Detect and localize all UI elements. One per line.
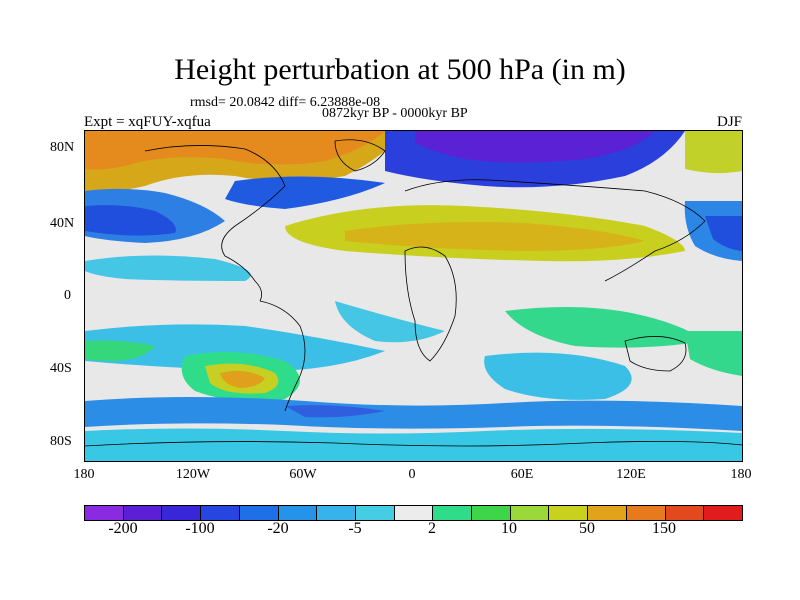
colorbar-segment — [201, 506, 240, 520]
colorbar-label: -20 — [267, 520, 289, 537]
colorbar-segment — [433, 506, 473, 520]
colorbar-segment — [588, 506, 627, 520]
colorbar-label: 2 — [428, 520, 436, 537]
lat-tick-80s: 80S — [50, 434, 72, 449]
lon-tick-60e: 60E — [510, 467, 534, 482]
experiment-label: Expt = xqFUY-xqfua — [84, 114, 211, 130]
colorbar-segment — [85, 506, 124, 520]
colorbar-label: -100 — [185, 520, 215, 537]
colorbar-segment — [549, 506, 589, 520]
colorbar-label: 150 — [652, 520, 676, 537]
lat-tick-40s: 40S — [50, 361, 72, 376]
colorbar-segment — [317, 506, 356, 520]
lat-tick-80n: 80N — [50, 140, 75, 155]
colorbar-segment — [510, 506, 550, 520]
lon-tick-60w: 60W — [289, 467, 317, 482]
colorbar-label: -5 — [348, 520, 362, 537]
colorbar-segment — [665, 506, 705, 520]
colorbar-segment — [123, 506, 163, 520]
colorbar-label: 50 — [579, 520, 595, 537]
period-label: 0872kyr BP - 0000kyr BP — [322, 106, 468, 121]
colorbar-segment — [704, 506, 742, 520]
colorbar-segment — [239, 506, 279, 520]
colorbar-segment — [394, 506, 434, 520]
season-label: DJF — [716, 114, 742, 130]
colorbar-label: -200 — [108, 520, 138, 537]
colorbar-segment — [472, 506, 511, 520]
lon-tick-120w: 120W — [175, 467, 211, 482]
lon-tick-0: 0 — [408, 467, 416, 482]
lon-tick-180e: 180 — [730, 467, 752, 482]
colorbar-segment — [355, 506, 395, 520]
colorbar-segment — [626, 506, 666, 520]
height-perturbation-field — [85, 131, 742, 461]
rmsd-label: rmsd= 20.0842 diff= 6.23888e-08 — [190, 95, 381, 110]
colorbar-label: 10 — [501, 520, 517, 537]
lat-tick-0: 0 — [64, 288, 71, 303]
colorbar-segment — [162, 506, 202, 520]
colorbar-segment — [278, 506, 318, 520]
map-panel — [84, 130, 743, 462]
colorbar — [84, 505, 743, 521]
lon-tick-180w: 180 — [73, 467, 95, 482]
map-title: Height perturbation at 500 hPa (in m) — [174, 53, 626, 86]
lon-tick-120e: 120E — [616, 467, 646, 482]
lat-tick-40n: 40N — [50, 216, 75, 231]
